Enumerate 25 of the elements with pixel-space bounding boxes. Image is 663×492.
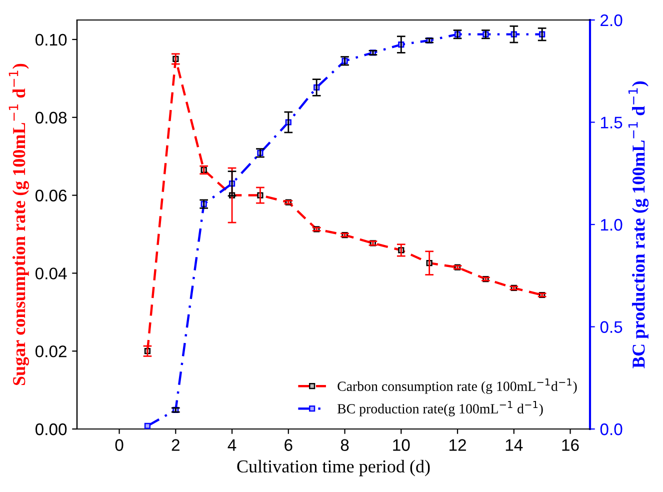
y-tick-label: 0.02 bbox=[35, 345, 66, 358]
x-tick-label: 0 bbox=[115, 439, 124, 451]
x-tick-label: 6 bbox=[284, 439, 292, 451]
y2-tick-label: 0.0 bbox=[600, 423, 622, 436]
y2-tick-label: 1.0 bbox=[600, 218, 622, 231]
x-tick-label: 10 bbox=[393, 439, 410, 451]
y2-axis-title: BC production rate (g 100mL$^{−1}$ d$^{−1}$) bbox=[628, 81, 649, 368]
x-tick-label: 8 bbox=[340, 439, 349, 451]
y-tick-label: 0.00 bbox=[35, 423, 67, 436]
x-tick-label: 4 bbox=[228, 439, 236, 451]
x-tick-label: 14 bbox=[506, 439, 523, 451]
x-tick-label: 2 bbox=[172, 439, 180, 451]
legend-label: Carbon consumption rate (g 100mL$^{−1}$d$^{−1}$) bbox=[338, 378, 577, 394]
y-tick-label: 0.04 bbox=[35, 268, 67, 280]
x-tick-label: 16 bbox=[562, 439, 579, 451]
y-tick-label: 0.10 bbox=[35, 34, 67, 46]
y-tick-label: 0.08 bbox=[35, 112, 67, 124]
legend-label: BC production rate(g 100mL$^{−1}$ d$^{−1}$) bbox=[337, 400, 543, 416]
x-axis-title: Cultivation time period (d) bbox=[237, 460, 430, 476]
x-tick-label: 12 bbox=[450, 439, 466, 451]
y2-tick-label: 0.5 bbox=[600, 321, 622, 333]
y2-tick-label: 2.0 bbox=[600, 14, 622, 26]
y-axis-title: Sugar consumption rate (g 100mL$^{−1}$ d$^{−1}$) bbox=[8, 64, 29, 386]
y2-tick-label: 1.5 bbox=[600, 116, 622, 128]
y-tick-label: 0.06 bbox=[35, 190, 67, 202]
